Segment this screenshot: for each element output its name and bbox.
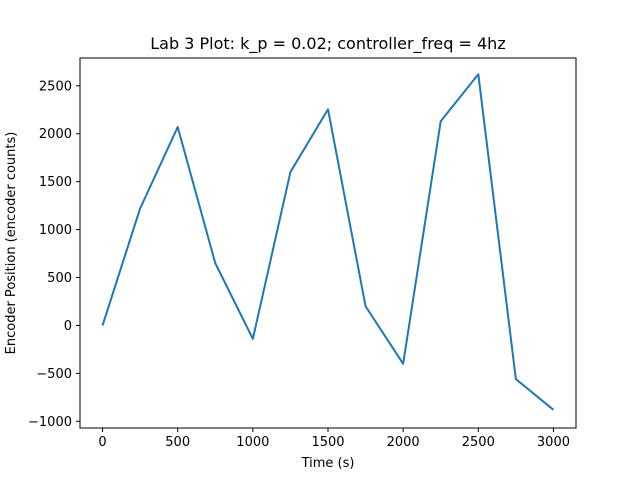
y-tick-label: −500 bbox=[36, 367, 72, 382]
y-axis-ticks: −1000 −500 0 500 1000 1500 2000 2500 bbox=[28, 79, 80, 430]
y-tick-label: 1000 bbox=[39, 223, 72, 238]
x-tick-label: 3000 bbox=[537, 435, 570, 450]
y-tick-label: 1500 bbox=[39, 175, 72, 190]
x-axis-ticks: 0 500 1000 1500 2000 2500 3000 bbox=[98, 428, 570, 450]
x-tick-label: 500 bbox=[165, 435, 190, 450]
y-axis-label: Encoder Position (encoder counts) bbox=[4, 132, 19, 355]
x-tick-label: 2000 bbox=[387, 435, 420, 450]
y-tick-label: 500 bbox=[47, 271, 72, 286]
y-tick-label: −1000 bbox=[28, 415, 72, 430]
plot-frame bbox=[79, 57, 577, 429]
y-tick-label: 2500 bbox=[39, 79, 72, 94]
chart-title: Lab 3 Plot: k_p = 0.02; controller_freq … bbox=[150, 34, 505, 54]
series-line-1 bbox=[101, 73, 555, 411]
x-tick-label: 1000 bbox=[236, 435, 269, 450]
x-tick-label: 0 bbox=[98, 435, 106, 450]
x-axis-label: Time (s) bbox=[301, 456, 355, 471]
x-tick-label: 1500 bbox=[311, 435, 344, 450]
y-tick-label: 2000 bbox=[39, 127, 72, 142]
series-layer bbox=[101, 73, 555, 411]
y-tick-label: 0 bbox=[64, 319, 72, 334]
x-tick-label: 2500 bbox=[462, 435, 495, 450]
